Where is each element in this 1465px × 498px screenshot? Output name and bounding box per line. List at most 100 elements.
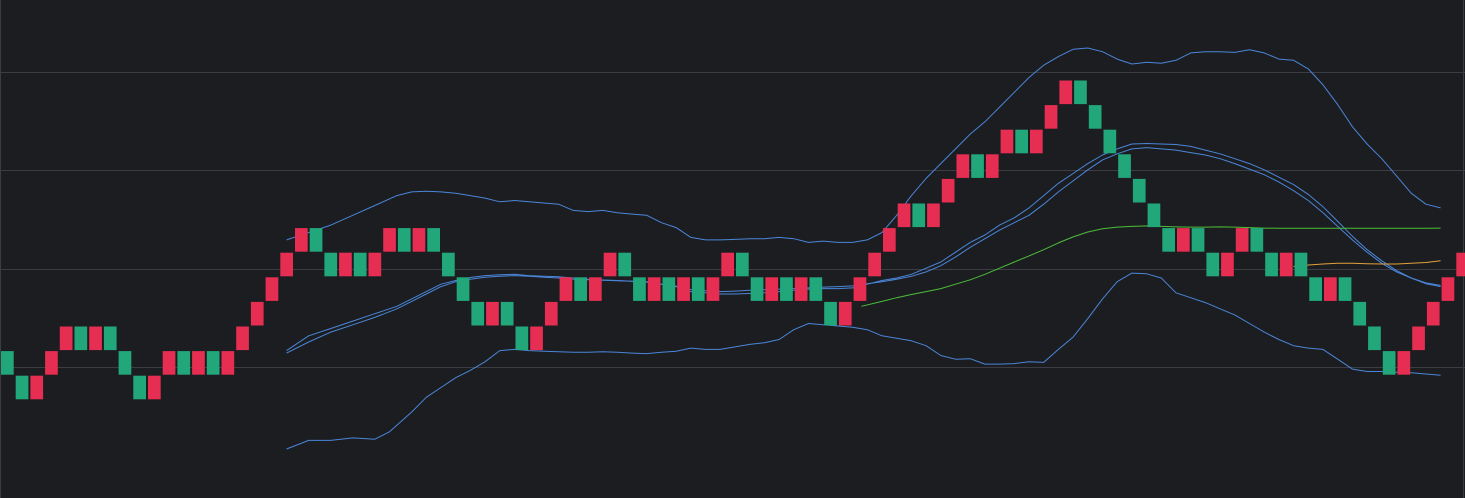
renko-brick-up [1074,80,1087,105]
renko-brick-down [1221,252,1234,277]
renko-brick-up [471,301,485,326]
renko-brick-down [280,252,293,277]
renko-brick-up [1118,154,1131,178]
renko-brick-up [1265,252,1278,277]
renko-brick-up [1191,228,1205,252]
renko-brick-up [397,228,411,252]
renko-brick-up [633,277,646,301]
renko-brick-down [192,351,205,375]
renko-brick-down [853,277,867,301]
renko-brick-up [912,203,926,228]
renko-brick-up [324,252,338,277]
renko-brick-up [1309,277,1322,301]
renko-brick-down [1397,351,1411,375]
bollinger-upper-line [286,47,1441,243]
renko-brick-down [250,301,264,326]
renko-brick-up [1206,252,1220,277]
renko-brick-up [574,277,587,301]
renko-brick-down [985,154,999,178]
renko-brick-down [265,277,279,301]
renko-brick-down [941,178,955,203]
renko-brick-down [868,252,881,277]
renko-brick-up [206,351,220,375]
renko-brick-down [647,277,661,301]
renko-brick-down [148,375,161,400]
bollinger-middle-line [286,143,1441,352]
renko-brick-down [956,154,970,178]
renko-brick-up [618,252,632,277]
renko-brick-up [1338,277,1352,301]
renko-brick-up [1132,178,1146,203]
renko-brick-up [515,326,529,351]
renko-brick-down [486,301,499,326]
renko-brick-down [1235,228,1249,252]
renko-brick-down [59,326,73,351]
renko-brick-down [1000,129,1014,154]
renko-brick-up [662,277,676,301]
renko-brick-down [368,252,382,277]
bollinger-lower-line [286,272,1441,450]
renko-brick-up [1382,351,1396,375]
renko-brick-down [1441,277,1455,301]
renko-brick-up [1162,228,1175,252]
renko-brick-down [603,252,617,277]
renko-brick-down [383,228,396,252]
renko-brick-down [530,326,543,351]
renko-brick-down [897,203,911,228]
renko-brick-up [74,326,88,351]
renko-brick-up [1088,105,1102,129]
renko-brick-down [1030,129,1043,154]
renko-brick-down [677,277,690,301]
renko-brick-down [706,277,720,301]
renko-brick-up [15,375,29,400]
renko-brick-up [736,252,749,277]
renko-brick-up [1015,129,1028,154]
renko-brick-up [1103,129,1117,154]
renko-brick-down [30,375,44,400]
renko-brick-down [794,277,808,301]
renko-brick-up [442,252,455,277]
renko-brick-down [838,301,852,326]
renko-brick-down [412,228,426,252]
renko-brick-down [89,326,102,351]
renko-brick-up [177,351,191,375]
renko-brick-up [1,351,14,375]
renko-brick-down [1044,105,1058,129]
renko-brick-down [1456,252,1465,277]
renko-brick-up [309,228,323,252]
renko-brick-down [1426,301,1440,326]
renko-brick-down [544,301,558,326]
renko-brick-up [456,277,470,301]
renko-brick-down [559,277,573,301]
renko-brick-up [824,301,837,326]
renko-brick-up [133,375,146,400]
renko-brick-down [295,228,308,252]
renko-brick-down [1324,277,1337,301]
renko-brick-up [500,301,514,326]
ma-orange-line [1293,260,1441,267]
renko-bricks [1,80,1465,400]
renko-brick-down [883,228,896,252]
renko-brick-up [103,326,117,351]
renko-brick-up [1353,301,1367,326]
renko-brick-up [1294,252,1308,277]
renko-brick-up [971,154,984,178]
renko-brick-down [765,277,779,301]
renko-brick-down [1177,228,1190,252]
renko-brick-down [339,252,352,277]
renko-brick-down [1279,252,1293,277]
renko-brick-up [1147,203,1161,228]
renko-brick-up [1368,326,1381,351]
renko-brick-down [162,351,176,375]
renko-brick-up [353,252,367,277]
renko-brick-up [118,351,132,375]
renko-brick-down [927,203,940,228]
renko-brick-up [691,277,705,301]
renko-brick-up [750,277,764,301]
renko-brick-down [236,326,249,351]
renko-brick-down [1059,80,1073,105]
renko-brick-down [45,351,58,375]
renko-brick-down [221,351,235,375]
renko-brick-up [809,277,823,301]
